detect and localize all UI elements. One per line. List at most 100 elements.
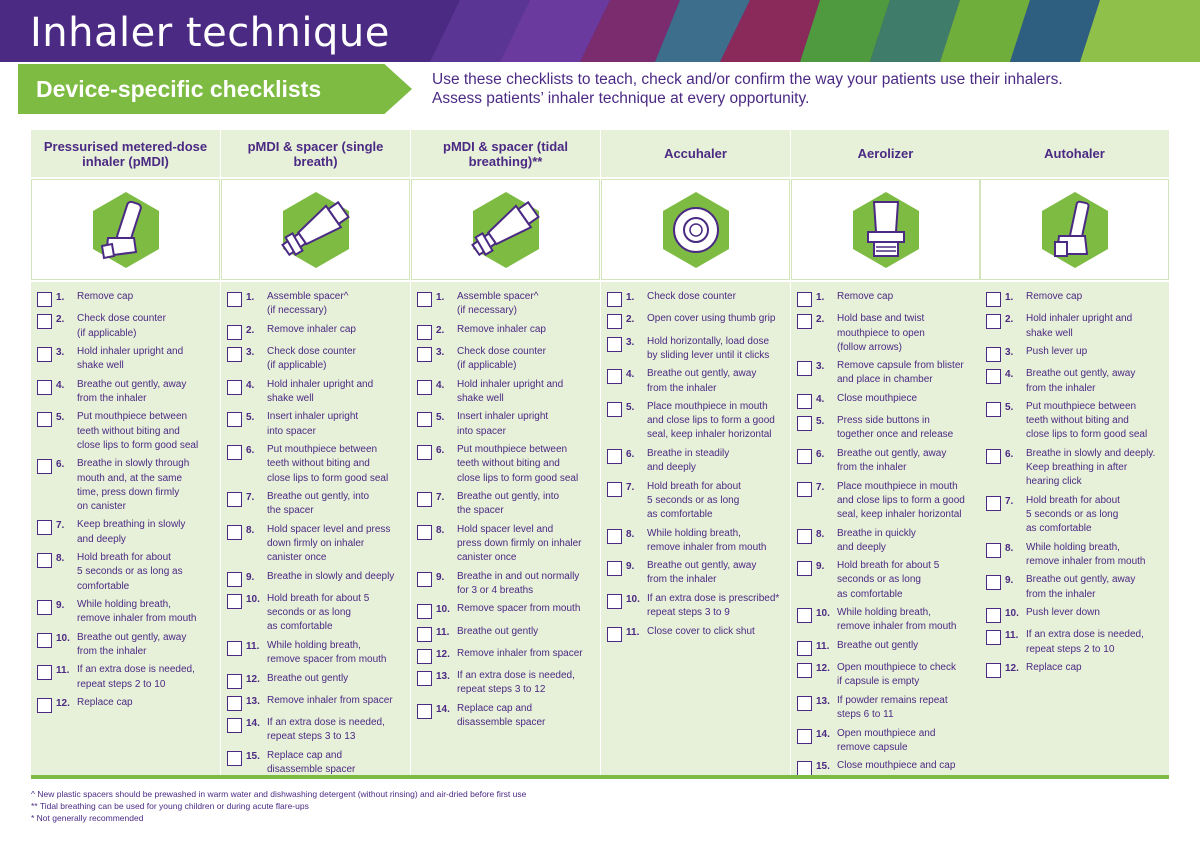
checkbox[interactable] [417, 648, 432, 664]
checkbox[interactable] [227, 412, 242, 428]
checklist-item: 12. Open mouthpiece to check if capsule i… [797, 661, 980, 689]
checkbox[interactable] [417, 445, 432, 461]
checkbox[interactable] [227, 695, 242, 711]
step-text: Breathe in slowly and deeply. Keep breat… [1026, 447, 1156, 488]
checkbox[interactable] [797, 393, 812, 409]
checkbox[interactable] [607, 528, 622, 544]
checkbox[interactable] [227, 640, 242, 656]
checklist-item: 1. Check dose counter [607, 290, 790, 308]
checkbox[interactable] [37, 632, 52, 648]
checkbox[interactable] [227, 492, 242, 508]
checkbox[interactable] [37, 314, 52, 330]
checkbox[interactable] [417, 703, 432, 719]
checkbox[interactable] [986, 369, 1001, 385]
checkbox[interactable] [986, 630, 1001, 646]
checkbox[interactable] [37, 459, 52, 475]
checkbox[interactable] [227, 750, 242, 766]
checkbox[interactable] [417, 626, 432, 642]
checkbox[interactable] [986, 402, 1001, 417]
checkbox[interactable] [417, 571, 432, 587]
checkbox[interactable] [417, 379, 432, 395]
step-number: 14. [816, 728, 830, 740]
step-number: 8. [56, 553, 65, 565]
checkbox[interactable] [607, 561, 622, 577]
intro-line-1: Use these checklists to teach, check and… [432, 71, 1063, 88]
checkbox[interactable] [797, 561, 812, 577]
checkbox[interactable] [797, 292, 812, 307]
checkbox[interactable] [797, 528, 812, 544]
checkbox[interactable] [986, 314, 1001, 330]
checkbox[interactable] [986, 448, 1001, 464]
checkbox[interactable] [607, 369, 622, 385]
checkbox[interactable] [607, 626, 622, 642]
step-number: 7. [626, 481, 635, 493]
step-text: Remove cap [77, 291, 134, 302]
checkbox[interactable] [227, 593, 242, 609]
checkbox[interactable] [797, 448, 812, 464]
checkbox[interactable] [227, 292, 242, 307]
step-number: 6. [816, 448, 825, 460]
checkbox[interactable] [797, 663, 812, 679]
checkbox[interactable] [607, 448, 622, 464]
step-number: 8. [246, 524, 255, 536]
checkbox[interactable] [986, 575, 1001, 591]
checkbox[interactable] [986, 608, 1001, 624]
checkbox[interactable] [417, 604, 432, 620]
checkbox[interactable] [607, 402, 622, 417]
checklist: 1. Check dose counter 2. Open cover using … [601, 282, 790, 643]
checkbox[interactable] [417, 412, 432, 428]
checkbox[interactable] [797, 728, 812, 744]
checkbox[interactable] [986, 542, 1001, 558]
checkbox[interactable] [37, 600, 52, 616]
checkbox[interactable] [417, 671, 432, 687]
step-text: Press side buttons in together once and … [837, 415, 954, 441]
checkbox[interactable] [417, 292, 432, 307]
checkbox[interactable] [607, 292, 622, 307]
checkbox[interactable] [37, 698, 52, 714]
checkbox[interactable] [797, 761, 812, 777]
checkbox[interactable] [227, 571, 242, 587]
checkbox[interactable] [37, 520, 52, 536]
checkbox[interactable] [986, 495, 1001, 511]
checkbox[interactable] [227, 347, 242, 362]
step-text: Put mouthpiece between teeth without bit… [267, 444, 389, 484]
checkbox[interactable] [607, 593, 622, 609]
step-number: 2. [626, 314, 635, 326]
checkbox[interactable] [417, 492, 432, 508]
step-text: If an extra dose is needed, repeat steps… [1026, 629, 1144, 655]
checkbox[interactable] [37, 347, 52, 362]
checkbox[interactable] [227, 445, 242, 461]
checkbox[interactable] [797, 314, 812, 330]
checkbox[interactable] [417, 524, 432, 540]
checkbox[interactable] [986, 663, 1001, 679]
checkbox[interactable] [986, 347, 1001, 362]
step-text: Hold breath for about 5 seconds or as lo… [267, 592, 370, 633]
checkbox[interactable] [417, 324, 432, 340]
checkbox[interactable] [227, 379, 242, 395]
column-pmdi-spacer-single: pMDI & spacer (single breath) 1. Assemble… [221, 130, 410, 776]
checkbox[interactable] [227, 718, 242, 734]
checkbox[interactable] [986, 292, 1001, 307]
checkbox[interactable] [227, 324, 242, 340]
checkbox[interactable] [797, 608, 812, 624]
checklist-item: 15. Replace cap and disassemble spacer [227, 749, 410, 777]
checkbox[interactable] [607, 314, 622, 330]
step-number: 15. [816, 761, 830, 773]
checkbox[interactable] [37, 553, 52, 569]
checkbox[interactable] [607, 481, 622, 497]
checkbox[interactable] [227, 673, 242, 689]
checkbox[interactable] [37, 665, 52, 681]
checkbox[interactable] [607, 336, 622, 352]
checkbox[interactable] [417, 347, 432, 362]
checkbox[interactable] [37, 412, 52, 428]
checkbox[interactable] [797, 695, 812, 711]
checkbox[interactable] [797, 481, 812, 497]
checklist-item: 13. If powder remains repeat steps 6 to 1… [797, 694, 980, 722]
checkbox[interactable] [797, 361, 812, 377]
checkbox[interactable] [797, 640, 812, 656]
checkbox[interactable] [227, 524, 242, 540]
checkbox[interactable] [37, 292, 52, 307]
checkbox[interactable] [797, 416, 812, 432]
checkbox[interactable] [37, 379, 52, 395]
checklist-item: 6. Breathe in steadily and deeply [607, 447, 790, 475]
